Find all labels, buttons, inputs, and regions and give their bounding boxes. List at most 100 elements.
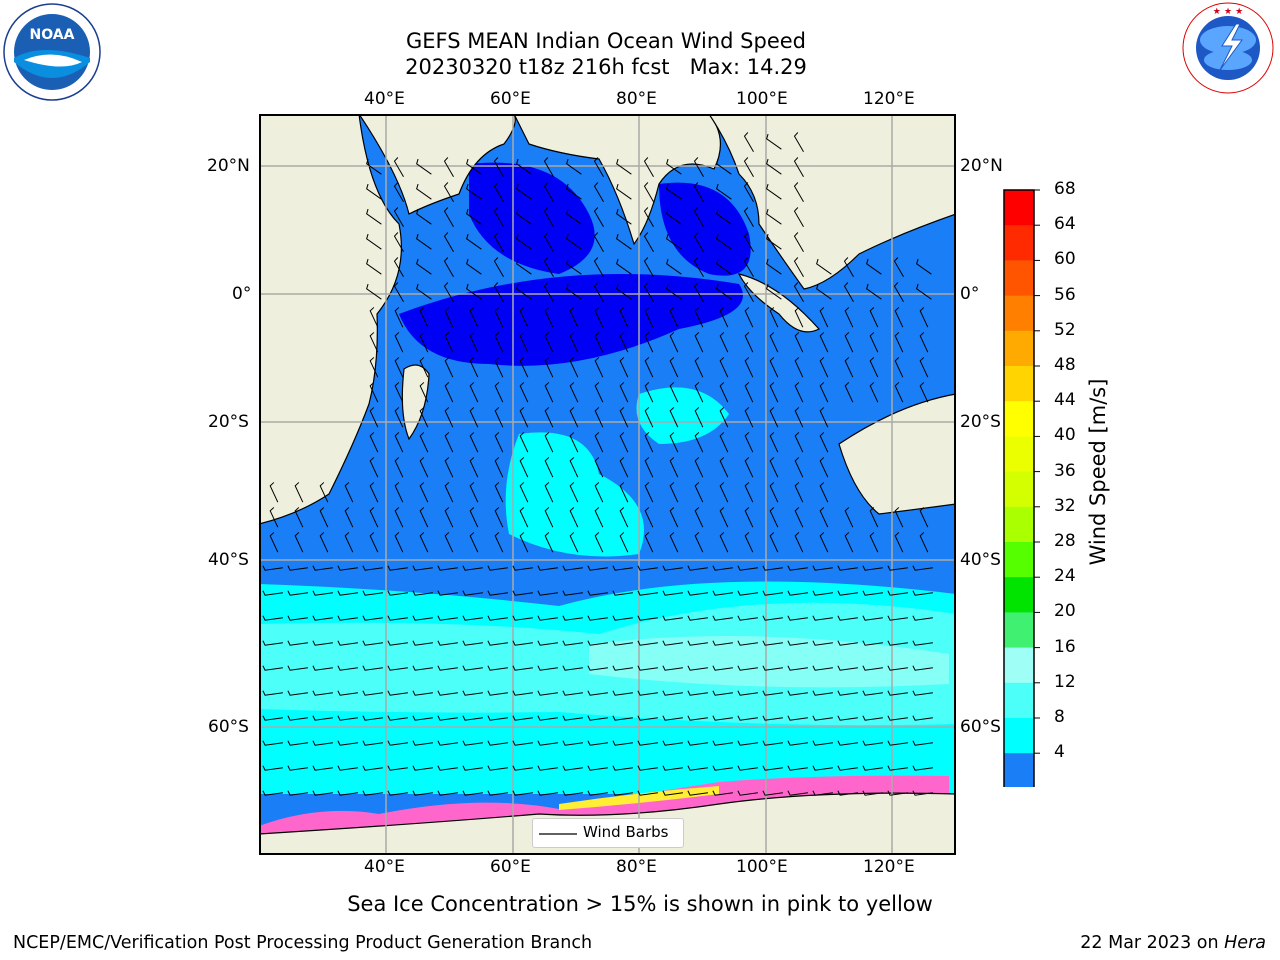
wind-barb xyxy=(416,233,432,250)
wind-barb xyxy=(662,615,683,621)
wind-barb xyxy=(587,640,608,646)
wind-barb xyxy=(719,507,729,528)
wind-barb xyxy=(369,407,379,428)
right-lat-label-20N: 20°N xyxy=(960,156,1003,176)
wind-barb xyxy=(362,565,383,571)
wind-barb xyxy=(493,282,504,303)
wind-barb xyxy=(744,482,754,503)
wind-barb xyxy=(637,615,658,621)
wind-barb xyxy=(769,382,779,403)
wind-barb xyxy=(744,357,754,378)
wind-barb xyxy=(619,482,629,503)
wind-barb xyxy=(369,382,379,403)
wind-barb xyxy=(787,740,808,746)
wind-barb xyxy=(687,715,708,721)
wind-barb xyxy=(537,615,558,621)
wind-barb xyxy=(569,482,579,503)
wind-barb xyxy=(412,690,433,696)
wind-barb xyxy=(612,690,633,696)
wind-barb xyxy=(362,640,383,646)
wind-barb xyxy=(793,132,804,153)
wind-barb xyxy=(869,307,879,328)
wind-barb xyxy=(419,357,429,378)
wind-barb xyxy=(793,157,804,178)
wind-barb xyxy=(743,257,754,278)
colorbar-segment xyxy=(1004,506,1034,543)
wind-barb xyxy=(612,665,633,671)
wind-barb xyxy=(362,715,383,721)
left-lat-label-20S: 20°S xyxy=(208,412,249,432)
wind-barb xyxy=(487,715,508,721)
wind-barb xyxy=(462,715,483,721)
wind-barb xyxy=(669,532,679,553)
colorbar xyxy=(1003,189,1040,787)
wind-barb xyxy=(712,665,733,671)
wind-barb xyxy=(419,382,429,403)
wind-barb xyxy=(494,432,504,453)
wind-barb xyxy=(687,740,708,746)
wind-barb xyxy=(643,232,654,253)
wind-barb xyxy=(843,257,854,278)
wind-barb xyxy=(669,382,679,403)
wind-barb xyxy=(766,208,782,225)
wind-barb xyxy=(616,183,632,200)
wind-barb xyxy=(669,457,679,478)
wind-barb xyxy=(594,432,604,453)
wind-barb xyxy=(337,665,358,671)
wind-barb xyxy=(437,590,458,596)
wind-barb xyxy=(419,307,429,328)
wind-barb xyxy=(312,690,333,696)
wind-barb xyxy=(712,765,733,771)
wind-barb xyxy=(694,407,704,428)
wind-barb xyxy=(412,615,433,621)
wind-barb xyxy=(262,740,283,746)
wind-barb xyxy=(644,482,654,503)
wind-barb xyxy=(619,457,629,478)
wind-barb xyxy=(512,665,533,671)
wind-barb xyxy=(587,615,608,621)
wind-barb xyxy=(462,640,483,646)
wind-barb xyxy=(493,157,504,178)
wind-barb xyxy=(469,507,479,528)
wind-barb xyxy=(816,283,832,300)
wind-barb xyxy=(469,332,479,353)
wind-barb xyxy=(837,665,858,671)
wind-barb xyxy=(487,615,508,621)
wind-barb xyxy=(487,565,508,571)
wind-barb xyxy=(394,407,404,428)
wind-barb xyxy=(312,740,333,746)
wind-barb xyxy=(744,532,754,553)
wind-barb xyxy=(693,157,704,178)
wind-barb xyxy=(337,765,358,771)
wind-barb xyxy=(869,507,879,528)
wind-barb xyxy=(619,382,629,403)
wind-barb xyxy=(393,232,404,253)
wind-barb xyxy=(887,665,908,671)
wind-barb xyxy=(893,282,904,303)
wind-barb xyxy=(262,565,283,571)
wind-barb xyxy=(387,615,408,621)
wind-barb xyxy=(512,765,533,771)
wind-barb xyxy=(437,690,458,696)
wind-barb xyxy=(444,507,454,528)
wind-barb xyxy=(337,640,358,646)
wind-barb xyxy=(443,257,454,278)
wind-barb xyxy=(419,432,429,453)
wind-barb xyxy=(693,257,704,278)
wind-barb xyxy=(743,232,754,253)
wind-barb xyxy=(419,507,429,528)
noaa-logo: NOAA xyxy=(3,3,101,101)
footer-branch: NCEP/EMC/Verification Post Processing Pr… xyxy=(13,933,593,953)
colorbar-segment xyxy=(1004,542,1034,578)
legend-label: Wind Barbs xyxy=(583,823,669,841)
wind-barb xyxy=(593,157,604,178)
calm-zone-bay-of-bengal xyxy=(659,182,751,276)
wind-barb xyxy=(819,482,829,503)
wind-barb xyxy=(369,457,379,478)
wind-barb xyxy=(437,665,458,671)
wind-barb xyxy=(262,590,283,596)
wind-barb xyxy=(566,208,582,225)
wind-barb xyxy=(894,382,904,403)
wind-barb xyxy=(862,565,883,571)
wind-barb xyxy=(662,590,683,596)
